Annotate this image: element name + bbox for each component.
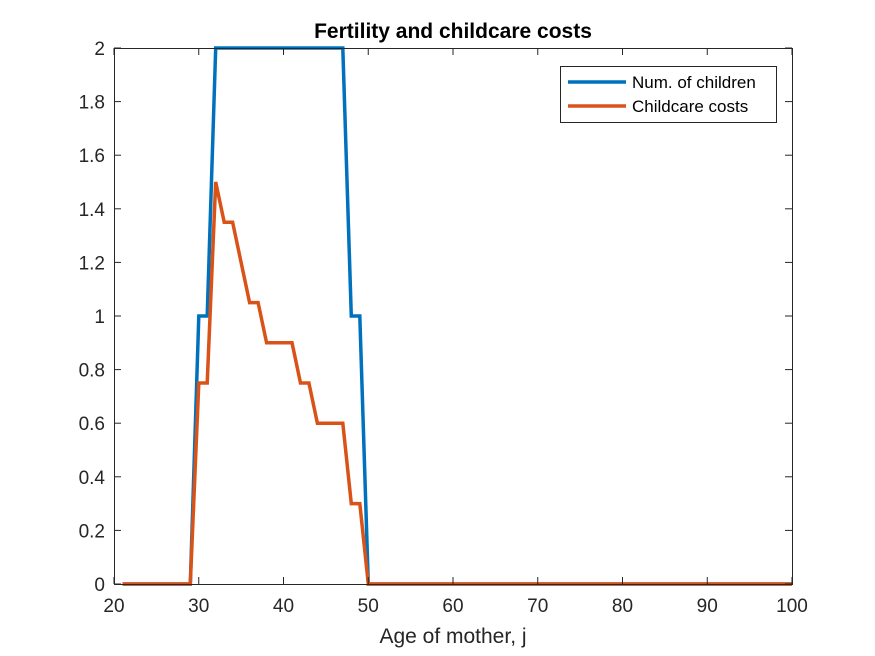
x-tick-label: 20: [103, 596, 124, 617]
chart-title: Fertility and childcare costs: [314, 20, 592, 43]
x-tick-label: 60: [442, 596, 463, 617]
y-tick-label: 0.6: [79, 414, 105, 435]
y-tick-label: 1.4: [79, 200, 106, 221]
x-tick-label: 90: [697, 596, 718, 617]
y-tick-label: 1.2: [79, 253, 105, 274]
x-tick-label: 100: [776, 596, 808, 617]
series-line-childcare-costs: [122, 181, 792, 586]
y-tick-label: 1: [94, 307, 105, 328]
y-tick-label: 0.8: [79, 361, 105, 382]
y-axis-ticks: 0 0.2 0.4 0.6 0.8 1 1.2 1.4 1.6 1.8 2: [79, 39, 792, 596]
legend: Num. of children Childcare costs: [560, 66, 777, 123]
y-tick-label: 0: [94, 575, 105, 596]
x-axis-ticks: 20 30 40 50 60 70 80 90 100: [103, 48, 808, 617]
y-tick-label: 1.8: [79, 93, 105, 114]
legend-box: [560, 66, 777, 123]
y-tick-label: 0.2: [79, 521, 105, 542]
x-tick-label: 70: [527, 596, 548, 617]
y-tick-label: 0.4: [79, 468, 106, 489]
x-tick-label: 40: [273, 596, 294, 617]
plot-area: [114, 48, 792, 584]
legend-label-num-children: Num. of children: [632, 73, 756, 92]
y-tick-label: 2: [94, 39, 105, 60]
x-tick-label: 80: [612, 596, 633, 617]
x-tick-label: 50: [358, 596, 379, 617]
legend-label-childcare-costs: Childcare costs: [632, 97, 748, 116]
x-tick-label: 30: [188, 596, 209, 617]
y-tick-label: 1.6: [79, 146, 105, 167]
x-axis-label: Age of mother, j: [379, 625, 526, 648]
